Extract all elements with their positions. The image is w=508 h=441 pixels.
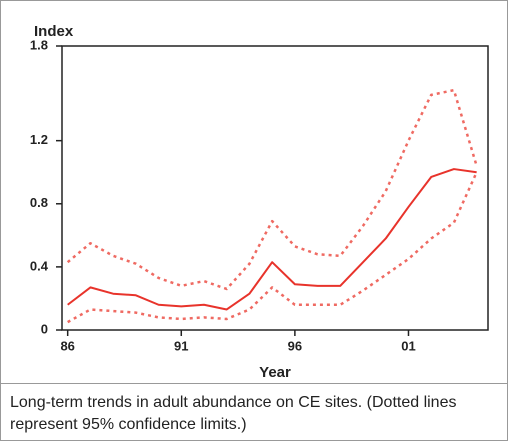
caption: Long-term trends in adult abundance on C… xyxy=(10,394,457,433)
y-tick-label: 0 xyxy=(41,321,48,336)
y-tick-label: 1.2 xyxy=(30,132,48,147)
x-tick-label: 86 xyxy=(60,338,74,353)
y-tick-label: 1.8 xyxy=(30,37,48,52)
x-tick-label: 91 xyxy=(174,338,188,353)
plot-area xyxy=(61,45,489,331)
confidence-line xyxy=(67,171,478,324)
confidence-line xyxy=(66,88,478,291)
x-axis-label: Year xyxy=(259,364,291,381)
x-tick-label: 96 xyxy=(288,338,302,353)
y-axis-label: Index xyxy=(34,23,74,40)
x-tick-label: 01 xyxy=(401,338,415,353)
index-line xyxy=(67,168,477,311)
y-tick-label: 0.8 xyxy=(30,195,48,210)
y-tick-label: 0.4 xyxy=(30,258,49,273)
